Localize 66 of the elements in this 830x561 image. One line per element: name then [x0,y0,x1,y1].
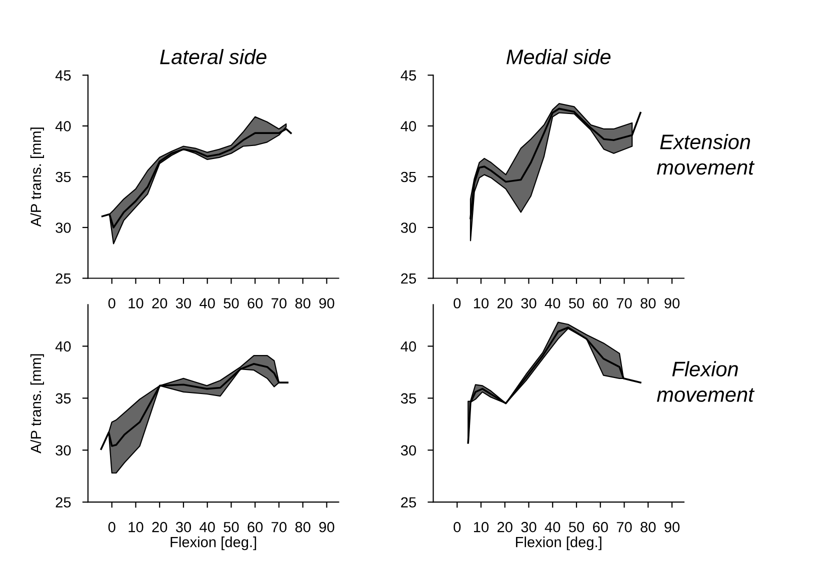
x-tick-label: 0 [108,298,116,308]
x-tick-label: 30 [521,522,536,532]
x-tick-label: 0 [454,522,461,532]
x-tick-label: 60 [248,298,263,308]
y-tick-label: 35 [56,393,71,404]
x-tick-label: 40 [200,298,215,308]
x-tick-label: 80 [640,298,656,308]
x-tick-label: 70 [272,522,286,532]
y-tick-label: 45 [55,70,71,81]
y-tick-label: 25 [56,497,71,508]
y-tick-label: 40 [400,121,416,132]
x-tick-label: 40 [200,522,215,532]
x-tick-label: 10 [474,298,489,308]
x-tick-label: 30 [176,298,192,308]
x-tick-label: 70 [272,298,286,308]
x-tick-label: 40 [544,298,560,308]
x-tick-label: 10 [474,522,489,532]
x-tick-label: 80 [295,522,310,532]
y-tick-label: 40 [55,121,71,132]
x-tick-label: 60 [593,522,608,532]
y-tick-label: 25 [56,273,71,284]
y-tick-label: 45 [400,70,416,81]
x-tick-label: 40 [544,522,560,532]
y-tick-label: 25 [401,273,416,284]
y-tick-label: 40 [400,341,416,352]
y-tick-label: 35 [400,393,416,404]
x-tick-label: 20 [498,522,512,532]
y-tick-label: 25 [401,497,416,508]
x-tick-label: 30 [176,522,192,532]
x-tick-label: 0 [108,522,116,532]
y-tick-label: 30 [56,222,71,233]
annotation: Extension movement [656,134,755,175]
y-tick-label: 35 [56,172,71,182]
x-axis-title: Flexion [deg.] [170,536,256,550]
x-tick-label: 10 [128,298,144,308]
x-tick-label: 50 [224,522,239,532]
chart-title: Medial side [506,48,611,64]
x-tick-label: 60 [248,522,263,532]
x-tick-label: 90 [319,522,334,532]
x-tick-label: 60 [593,298,608,308]
x-tick-label: 70 [616,522,632,532]
y-axis-title: A/P trans. [mm] [30,128,44,227]
x-tick-label: 0 [454,298,461,308]
x-tick-label: 90 [319,298,334,308]
x-tick-label: 90 [664,522,680,532]
y-tick-label: 30 [56,445,71,456]
x-tick-label: 80 [640,522,656,532]
y-tick-label: 35 [400,172,416,182]
x-tick-label: 20 [152,522,168,532]
x-tick-label: 20 [498,298,512,308]
x-tick-label: 20 [152,298,168,308]
x-tick-label: 10 [128,522,144,532]
x-tick-label: 50 [224,298,239,308]
x-tick-label: 90 [664,298,680,308]
x-tick-label: 50 [568,298,584,308]
x-tick-label: 50 [568,522,584,532]
annotation: Flexion movement [656,361,755,402]
x-tick-label: 70 [616,298,632,308]
y-axis-title: A/P trans. [mm] [30,354,44,454]
y-tick-label: 30 [400,445,416,456]
x-tick-label: 80 [295,298,310,308]
y-tick-label: 40 [55,341,71,352]
x-axis-title: Flexion [deg.] [516,536,602,550]
y-tick-label: 30 [400,222,416,233]
chart-title: Lateral side [160,48,266,64]
x-tick-label: 30 [521,298,536,308]
